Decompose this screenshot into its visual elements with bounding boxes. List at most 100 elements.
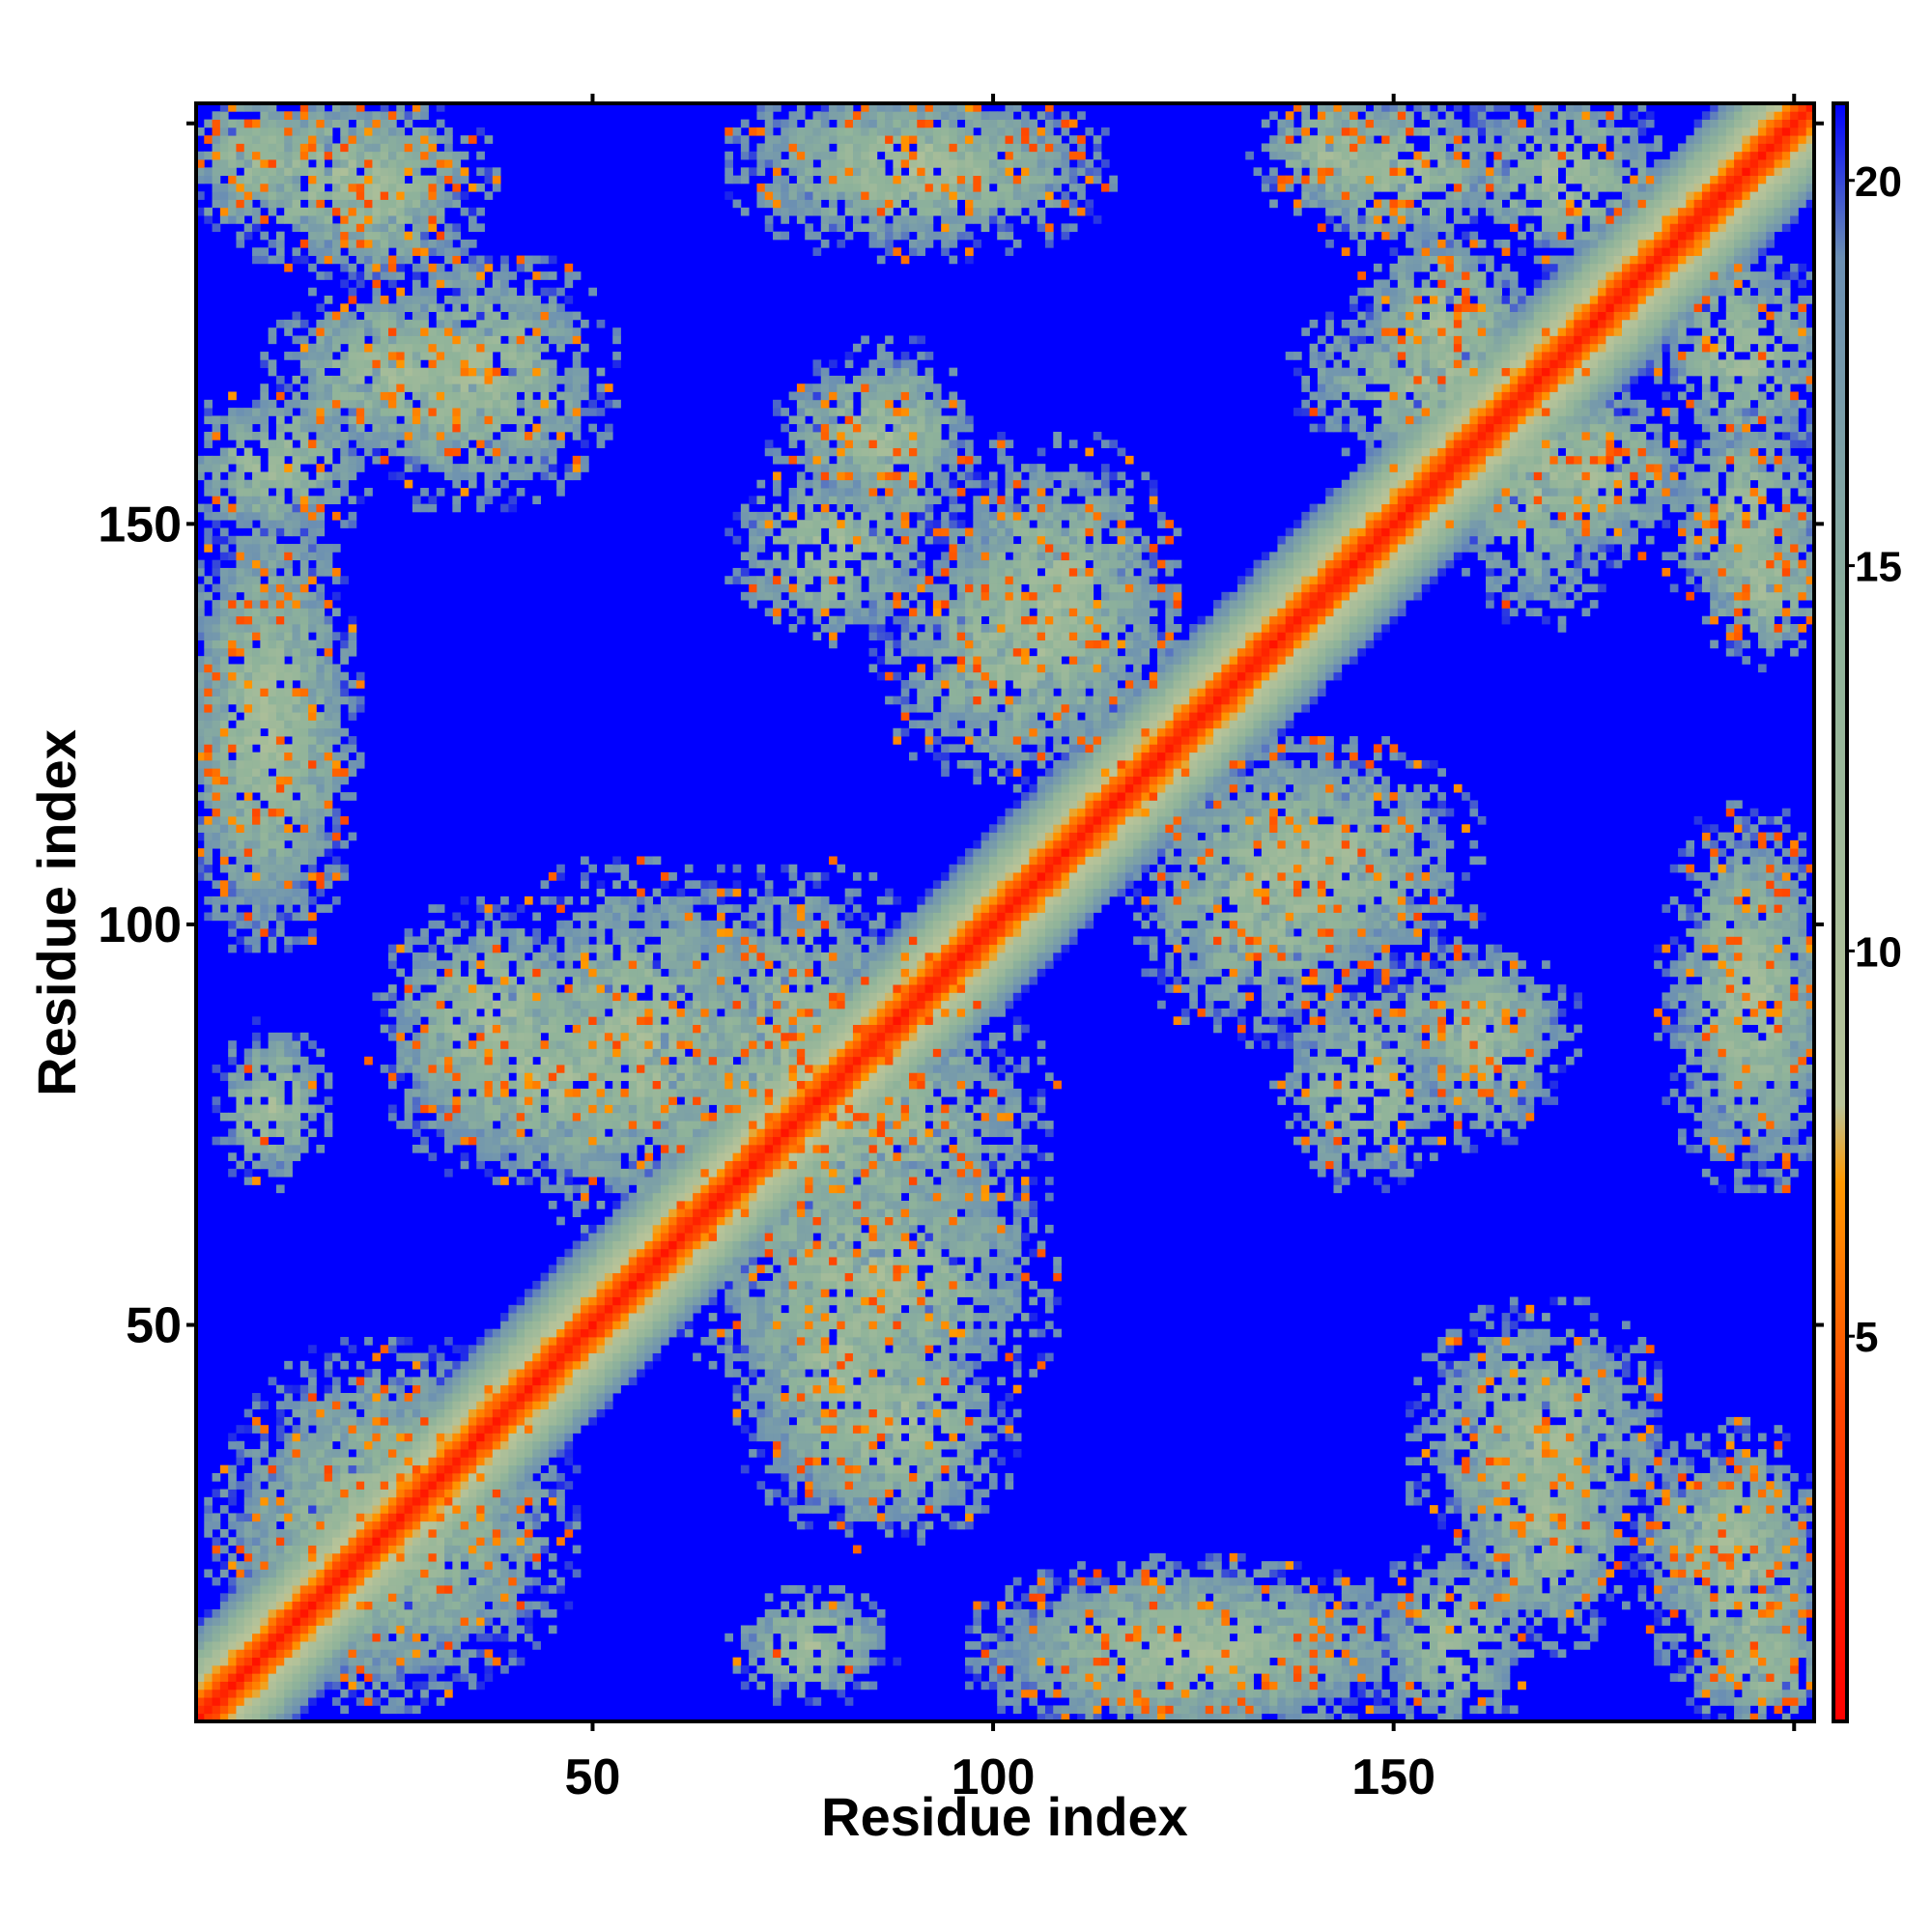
heatmap-cell xyxy=(284,1440,293,1450)
heatmap-cell xyxy=(468,1112,477,1122)
heatmap-cell xyxy=(340,1657,349,1666)
heatmap-cell xyxy=(355,279,365,289)
heatmap-cell xyxy=(252,415,261,425)
heatmap-cell xyxy=(212,720,221,729)
heatmap-cell xyxy=(212,1552,221,1562)
heatmap-cell xyxy=(388,1625,397,1634)
heatmap-cell xyxy=(219,207,229,216)
heatmap-cell xyxy=(460,391,469,401)
heatmap-cell xyxy=(284,151,293,160)
heatmap-cell xyxy=(252,1449,261,1458)
heatmap-cell xyxy=(275,1673,285,1682)
heatmap-cell xyxy=(572,384,582,392)
heatmap-cell xyxy=(476,1360,485,1370)
heatmap-cell xyxy=(236,744,245,753)
heatmap-cell xyxy=(228,816,237,825)
heatmap-cell xyxy=(364,247,373,256)
heatmap-cell xyxy=(380,1496,389,1506)
heatmap-cell xyxy=(396,1016,405,1025)
heatmap-cell xyxy=(412,1633,421,1642)
heatmap-cell xyxy=(324,1416,333,1426)
heatmap-cell xyxy=(275,1433,285,1442)
heatmap-cell xyxy=(228,1496,237,1506)
heatmap-cell xyxy=(364,1569,373,1578)
heatmap-cell xyxy=(444,1393,453,1402)
heatmap-cell xyxy=(219,1673,229,1682)
heatmap-cell xyxy=(500,479,509,489)
heatmap-cell xyxy=(340,1425,349,1434)
heatmap-cell xyxy=(212,1673,221,1682)
heatmap-cell xyxy=(292,656,301,665)
heatmap-cell xyxy=(364,1585,373,1594)
heatmap-cell xyxy=(316,671,326,681)
heatmap-cell xyxy=(331,1617,341,1626)
heatmap-cell xyxy=(396,1032,405,1041)
heatmap-cell xyxy=(532,1352,541,1362)
heatmap-cell xyxy=(452,1096,462,1105)
heatmap-cell xyxy=(348,1552,357,1562)
heatmap-cell xyxy=(404,976,413,985)
heatmap-cell xyxy=(444,440,453,448)
heatmap-cell xyxy=(428,1496,438,1506)
heatmap-cell xyxy=(292,1112,301,1122)
heatmap-cell xyxy=(388,1457,397,1466)
heatmap-cell xyxy=(412,1128,421,1138)
heatmap-cell xyxy=(581,1096,589,1105)
heatmap-cell xyxy=(212,696,221,705)
heatmap-cell xyxy=(452,944,462,953)
heatmap-cell xyxy=(243,231,253,241)
heatmap-cell xyxy=(243,496,253,504)
heatmap-cell xyxy=(500,1472,509,1482)
heatmap-cell xyxy=(540,1416,550,1426)
heatmap-cell xyxy=(348,1633,357,1642)
heatmap-cell xyxy=(412,1505,421,1514)
heatmap-cell xyxy=(452,1345,462,1353)
heatmap-cell xyxy=(219,199,229,209)
heatmap-cell xyxy=(268,792,277,801)
heatmap-cell xyxy=(212,1705,221,1715)
heatmap-cell xyxy=(572,1304,582,1314)
heatmap-cell xyxy=(412,1657,421,1666)
heatmap-cell xyxy=(364,415,373,425)
heatmap-cell xyxy=(556,1080,565,1090)
heatmap-cell xyxy=(460,1072,469,1082)
heatmap-cell xyxy=(324,872,333,881)
heatmap-cell xyxy=(436,1433,445,1442)
heatmap-cell xyxy=(540,367,550,377)
heatmap-cell xyxy=(444,928,453,937)
heatmap-cell xyxy=(484,1433,494,1442)
heatmap-cell xyxy=(275,623,285,633)
heatmap-cell xyxy=(444,1440,453,1450)
heatmap-cell xyxy=(492,375,501,384)
heatmap-cell xyxy=(452,503,462,513)
heatmap-cell xyxy=(388,239,397,248)
heatmap-cell xyxy=(500,1528,509,1538)
heatmap-cell xyxy=(540,1513,550,1522)
heatmap-cell xyxy=(364,1513,373,1522)
heatmap-cell xyxy=(372,1528,382,1538)
heatmap-cell xyxy=(484,1000,494,1009)
heatmap-cell xyxy=(260,1664,270,1674)
heatmap-cell xyxy=(292,1056,301,1065)
heatmap-cell xyxy=(436,327,445,336)
heatmap-cell xyxy=(532,1513,541,1522)
heatmap-cell xyxy=(444,1433,453,1442)
heatmap-cell xyxy=(460,1664,469,1674)
heatmap-cell xyxy=(324,1440,333,1450)
heatmap-cell xyxy=(492,1528,501,1538)
heatmap-cell xyxy=(500,447,509,457)
heatmap-cell xyxy=(316,111,326,120)
heatmap-cell xyxy=(284,1121,293,1129)
heatmap-cell xyxy=(316,632,326,640)
heatmap-cell xyxy=(372,1617,382,1626)
heatmap-cell xyxy=(516,1408,526,1418)
heatmap-cell xyxy=(436,992,445,1002)
heatmap-cell xyxy=(444,455,453,465)
heatmap-cell xyxy=(388,1416,397,1426)
heatmap-cell xyxy=(324,1625,333,1634)
heatmap-cell xyxy=(436,231,445,241)
heatmap-cell xyxy=(540,1352,550,1362)
heatmap-cell xyxy=(412,143,421,153)
heatmap-cell xyxy=(428,1617,438,1626)
heatmap-cell xyxy=(516,1080,526,1090)
